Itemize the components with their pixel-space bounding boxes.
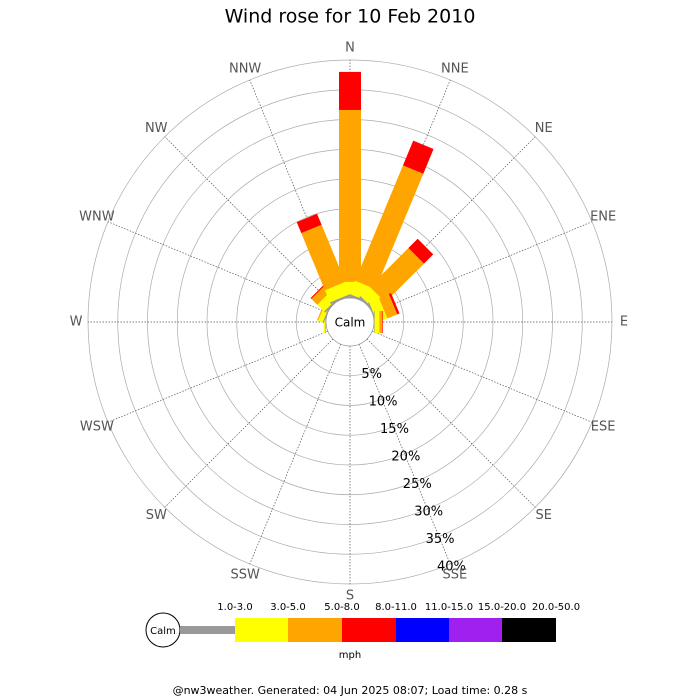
r-tick-label: 25% xyxy=(403,477,432,492)
direction-label: SE xyxy=(536,508,552,523)
bar-segment xyxy=(329,293,351,305)
direction-label: ENE xyxy=(590,210,616,225)
bar-segment xyxy=(374,311,380,333)
legend-label: 15.0-20.0 xyxy=(478,602,526,613)
bar-segment xyxy=(339,109,361,282)
legend-label: 3.0-5.0 xyxy=(270,602,305,613)
calm-circle xyxy=(325,297,375,347)
bar-segment xyxy=(382,311,383,333)
legend-label: 20.0-50.0 xyxy=(532,602,580,613)
spoke xyxy=(164,136,334,306)
direction-label: WNW xyxy=(79,210,115,225)
bar-segment xyxy=(388,293,400,315)
spoke xyxy=(164,338,334,508)
bar-segment xyxy=(324,281,351,303)
direction-label: SSE xyxy=(442,568,467,583)
footer: @nw3weather. Generated: 04 Jun 2025 08:0… xyxy=(173,684,528,697)
legend-label: 8.0-11.0 xyxy=(375,602,417,613)
legend-swatch xyxy=(342,618,396,642)
direction-label: NNW xyxy=(229,61,261,76)
direction-label: NNE xyxy=(441,61,469,76)
legend-swatch xyxy=(449,618,502,642)
r-tick-label: 30% xyxy=(414,504,443,519)
legend-label: 1.0-3.0 xyxy=(217,602,252,613)
labels: 5%10%15%20%25%30%35%40%NNNENEENEEESESESS… xyxy=(70,41,629,604)
legend-swatch xyxy=(288,618,342,642)
r-tick-label: 15% xyxy=(380,422,409,437)
r-tick-label: 40% xyxy=(437,559,466,574)
legend-swatch xyxy=(396,618,449,642)
bar-segment xyxy=(379,311,383,333)
bars xyxy=(296,71,434,333)
legend-label: 11.0-15.0 xyxy=(425,602,473,613)
direction-label: S xyxy=(346,589,354,604)
direction-label: SSW xyxy=(230,568,260,583)
calm-label: Calm xyxy=(335,316,366,330)
chart-title: Wind rose for 10 Feb 2010 xyxy=(225,6,476,28)
direction-label: W xyxy=(70,315,83,330)
direction-label: WSW xyxy=(80,419,114,434)
spoke xyxy=(249,344,342,565)
direction-label: N xyxy=(345,41,355,56)
legend-swatch xyxy=(235,618,288,642)
legend-calm-label: Calm xyxy=(150,626,176,637)
r-tick-label: 10% xyxy=(369,394,398,409)
bar-segment xyxy=(339,296,361,298)
spoke xyxy=(366,338,536,508)
bar-segment xyxy=(339,71,361,110)
bar-segment xyxy=(378,294,398,319)
direction-label: NW xyxy=(145,121,168,136)
bar-segment xyxy=(355,165,424,290)
direction-label: E xyxy=(620,315,628,330)
spoke xyxy=(107,221,328,314)
spoke xyxy=(372,330,593,423)
bar-segment xyxy=(296,213,322,234)
r-tick-label: 20% xyxy=(391,449,420,464)
spoke xyxy=(107,330,328,423)
r-tick-label: 5% xyxy=(361,367,382,382)
bar-segment xyxy=(402,140,434,174)
bar-segment xyxy=(369,248,424,303)
legend-swatch xyxy=(180,626,235,634)
unit-label: mph xyxy=(339,650,361,661)
bar-segment xyxy=(301,224,346,291)
spoke xyxy=(358,344,451,565)
spoke xyxy=(372,221,593,314)
bar-segment xyxy=(408,238,434,264)
direction-label: ESE xyxy=(591,419,616,434)
direction-label: NE xyxy=(535,121,553,136)
bar-segment xyxy=(310,282,327,299)
legend-swatch xyxy=(502,618,556,642)
legend-label: 5.0-8.0 xyxy=(324,602,359,613)
legend: Calm mph 1.0-3.0 3.0-5.0 5.0-8.0 8.0-11.0 11… xyxy=(145,602,580,661)
r-tick-label: 35% xyxy=(426,532,455,547)
direction-label: SW xyxy=(146,508,167,523)
